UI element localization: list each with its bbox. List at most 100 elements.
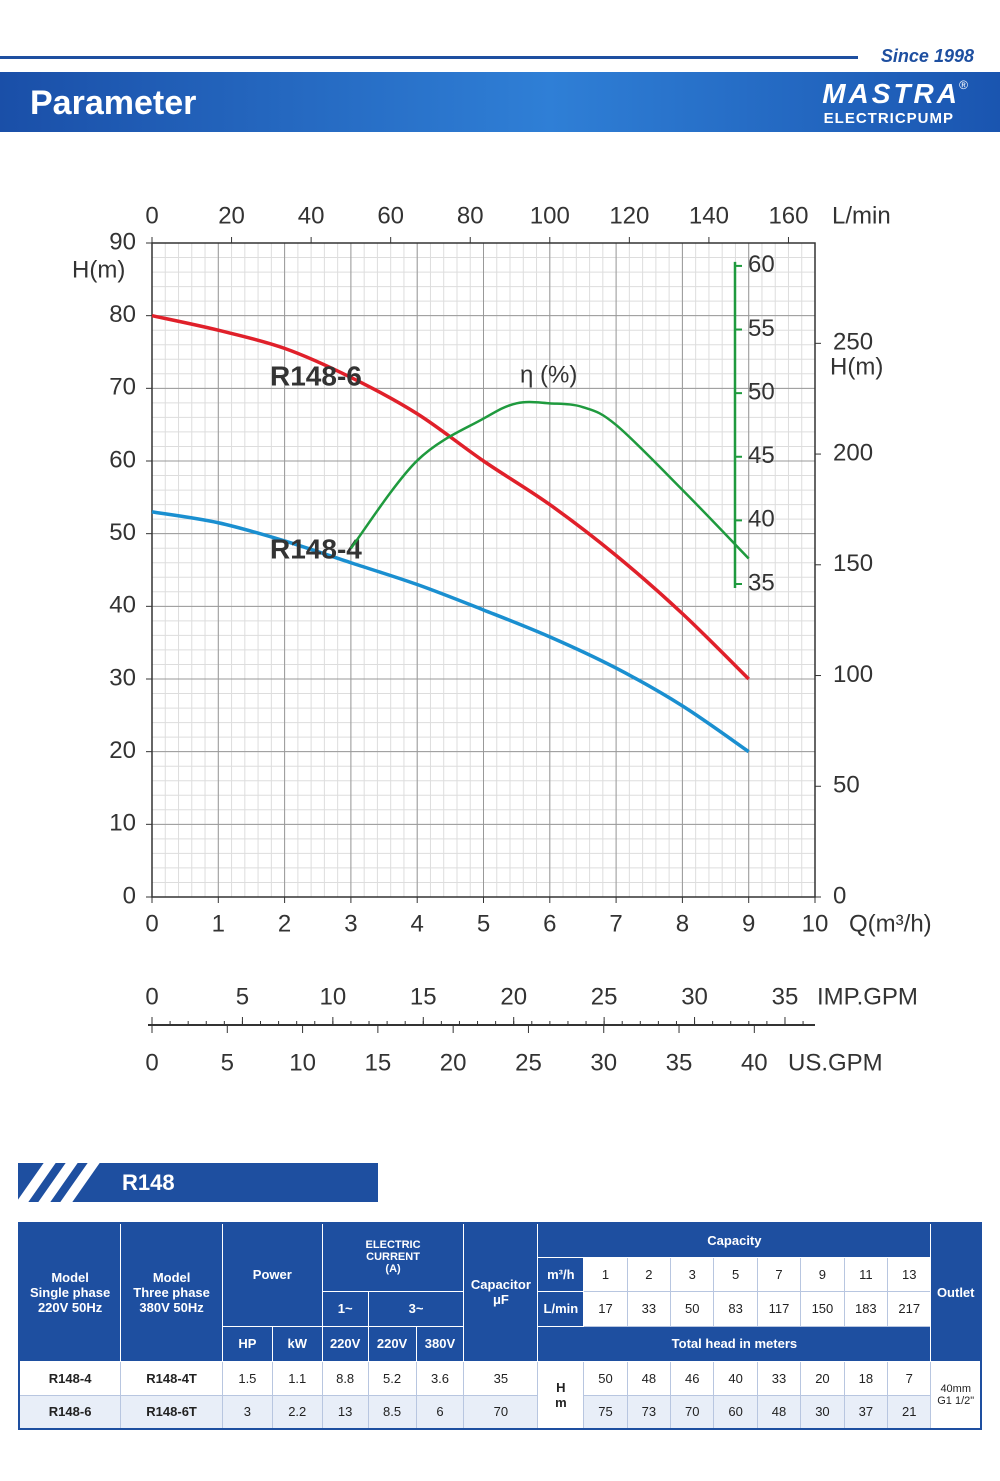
data-cell: 1.1 <box>271 1360 323 1396</box>
x-tick-label: 9 <box>742 910 755 937</box>
y2-tick-label: 100 <box>833 661 873 688</box>
data-cell: 70 <box>463 1394 539 1430</box>
table-row: Model Single phase 220V 50Hz Model Three … <box>18 1222 982 1362</box>
head-unit-cell: H m <box>537 1360 585 1430</box>
head-cell: 46 <box>670 1360 715 1396</box>
header-cell: HP <box>221 1325 273 1362</box>
gpm-tick-label: 35 <box>772 983 799 1010</box>
x-tick-label: 3 <box>344 910 357 937</box>
head-cell: 18 <box>843 1360 889 1396</box>
gpm-tick-label: 5 <box>221 1049 234 1076</box>
gpm-tick-label: 10 <box>289 1049 316 1076</box>
data-cell: 6 <box>415 1394 465 1430</box>
flow-cell: 17 <box>583 1290 628 1327</box>
flow-cell: 217 <box>887 1290 932 1327</box>
head-cell: 70 <box>670 1394 715 1430</box>
x2-tick-label: 40 <box>298 202 325 229</box>
y2-tick-label: 200 <box>833 439 873 466</box>
gpm-tick-label: 30 <box>681 983 708 1010</box>
x-tick-label: 5 <box>477 910 490 937</box>
header-cell: 380V <box>415 1325 465 1362</box>
gpm-tick-label: 15 <box>365 1049 392 1076</box>
gpm-tick-label: 25 <box>515 1049 542 1076</box>
y3-tick-label: 35 <box>748 569 775 596</box>
flow-cell: 83 <box>713 1290 758 1327</box>
table-title-bar: R148 <box>16 1163 378 1202</box>
x2-axis-label: L/min <box>832 202 891 229</box>
flow-cell: 11 <box>843 1256 889 1292</box>
spec-table: Model Single phase 220V 50Hz Model Three … <box>18 1222 982 1430</box>
flow-cell: 13 <box>887 1256 932 1292</box>
model-cell: R148-6T <box>120 1394 223 1430</box>
head-cell: 48 <box>626 1360 672 1396</box>
y3-tick-label: 45 <box>748 442 775 469</box>
data-cell: 3.6 <box>415 1360 465 1396</box>
model-cell: R148-6 <box>18 1394 122 1430</box>
header-cell: Model Three phase 380V 50Hz <box>120 1222 223 1362</box>
head-cell: 60 <box>713 1394 758 1430</box>
x2-tick-label: 120 <box>609 202 649 229</box>
x2-tick-label: 140 <box>689 202 729 229</box>
y2-axis-label: H(m) <box>830 353 883 380</box>
table-title: R148 <box>122 1170 175 1195</box>
series-line <box>349 400 750 560</box>
x-tick-label: 4 <box>411 910 424 937</box>
header-band: Parameter MASTRA ® ELECTRICPUMP <box>0 72 1000 132</box>
gpm-tick-label: 30 <box>590 1049 617 1076</box>
x2-tick-label: 80 <box>457 202 484 229</box>
head-cell: 50 <box>583 1360 628 1396</box>
series-line <box>151 313 750 681</box>
y-axis-label: H(m) <box>72 256 125 283</box>
table-row: HP kW 220V 220V 380V Total head in meters <box>19 1325 981 1362</box>
table-row: m³/h 1 2 3 5 7 9 11 13 <box>19 1256 981 1292</box>
y-tick-label: 60 <box>109 446 136 473</box>
y-tick-label: 80 <box>109 301 136 328</box>
logo: MASTRA <box>822 78 960 109</box>
header-cell: ELECTRIC CURRENT (A) <box>321 1222 465 1292</box>
y-tick-label: 90 <box>109 228 136 255</box>
brand: ELECTRICPUMP <box>823 110 954 127</box>
data-cell: 5.2 <box>367 1360 417 1396</box>
data-cell: 35 <box>463 1360 539 1396</box>
x2-tick-label: 0 <box>145 202 158 229</box>
head-cell: 7 <box>887 1360 932 1396</box>
x2-tick-label: 20 <box>218 202 245 229</box>
gpm-tick-label: 35 <box>666 1049 693 1076</box>
x-tick-label: 2 <box>278 910 291 937</box>
gpm-tick-label: 40 <box>741 1049 768 1076</box>
y-tick-label: 10 <box>109 810 136 837</box>
x-tick-label: 0 <box>145 910 158 937</box>
header-cell: m³/h <box>537 1256 585 1292</box>
gpm-tick-label: 0 <box>145 1049 158 1076</box>
flow-cell: 50 <box>670 1290 715 1327</box>
flow-cell: 1 <box>583 1256 628 1292</box>
x-tick-label: 10 <box>802 910 829 937</box>
y3-tick-label: 60 <box>748 251 775 278</box>
x-tick-label: 1 <box>212 910 225 937</box>
series-label: R148-4 <box>270 533 362 564</box>
flow-cell: 33 <box>626 1290 672 1327</box>
page-title: Parameter <box>30 84 197 122</box>
flow-cell: 2 <box>626 1256 672 1292</box>
x2-tick-label: 160 <box>768 202 808 229</box>
head-cell: 75 <box>583 1394 628 1430</box>
gpm-tick-label: 25 <box>591 983 618 1010</box>
header-cell: Outlet <box>930 1222 982 1362</box>
flow-cell: 5 <box>713 1256 758 1292</box>
x-tick-label: 6 <box>543 910 556 937</box>
header-cell: L/min <box>537 1290 585 1327</box>
gpm-tick-label: 15 <box>410 983 437 1010</box>
x-tick-label: 8 <box>676 910 689 937</box>
outlet-cell: 40mm G1 1/2" <box>930 1360 982 1430</box>
header-cell: Capacity <box>537 1222 932 1258</box>
data-cell: 8.5 <box>367 1394 417 1430</box>
header-cell: 1~ <box>321 1290 369 1327</box>
head-cell: 73 <box>626 1394 672 1430</box>
y3-tick-label: 50 <box>748 378 775 405</box>
x-tick-label: 7 <box>609 910 622 937</box>
header-cell: Power <box>221 1222 323 1327</box>
since: Since 1998 <box>880 46 974 66</box>
data-cell: 8.8 <box>321 1360 369 1396</box>
model-cell: R148-4 <box>18 1360 122 1396</box>
head-cell: 21 <box>887 1394 932 1430</box>
